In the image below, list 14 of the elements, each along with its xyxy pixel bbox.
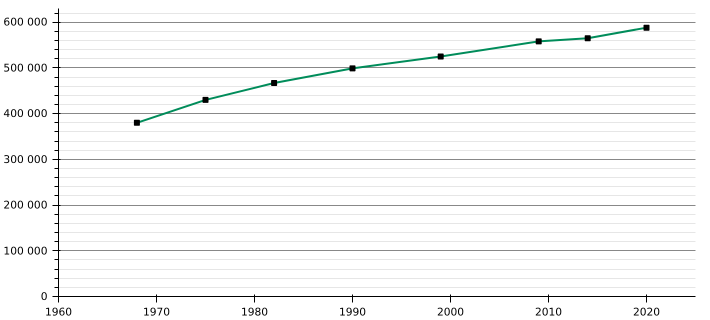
x-tick-label: 1960 [44,306,72,318]
y-tick-label: 400 000 [3,107,48,120]
y-tick-label: 200 000 [3,198,48,212]
y-tick-label: 100 000 [3,244,48,258]
x-tick-label: 2010 [534,306,562,318]
y-tick-label: 300 000 [3,152,48,166]
x-tick-label: 1970 [142,306,170,318]
y-tick-label: 600 000 [3,16,48,29]
x-tick-label: 1990 [338,306,366,318]
y-tick-label: 0 [40,290,48,303]
y-tick-label: 500 000 [3,61,48,74]
x-tick-label: 2000 [436,306,464,318]
x-tick-label: 2020 [632,306,660,318]
x-tick-label: 1980 [240,306,268,318]
